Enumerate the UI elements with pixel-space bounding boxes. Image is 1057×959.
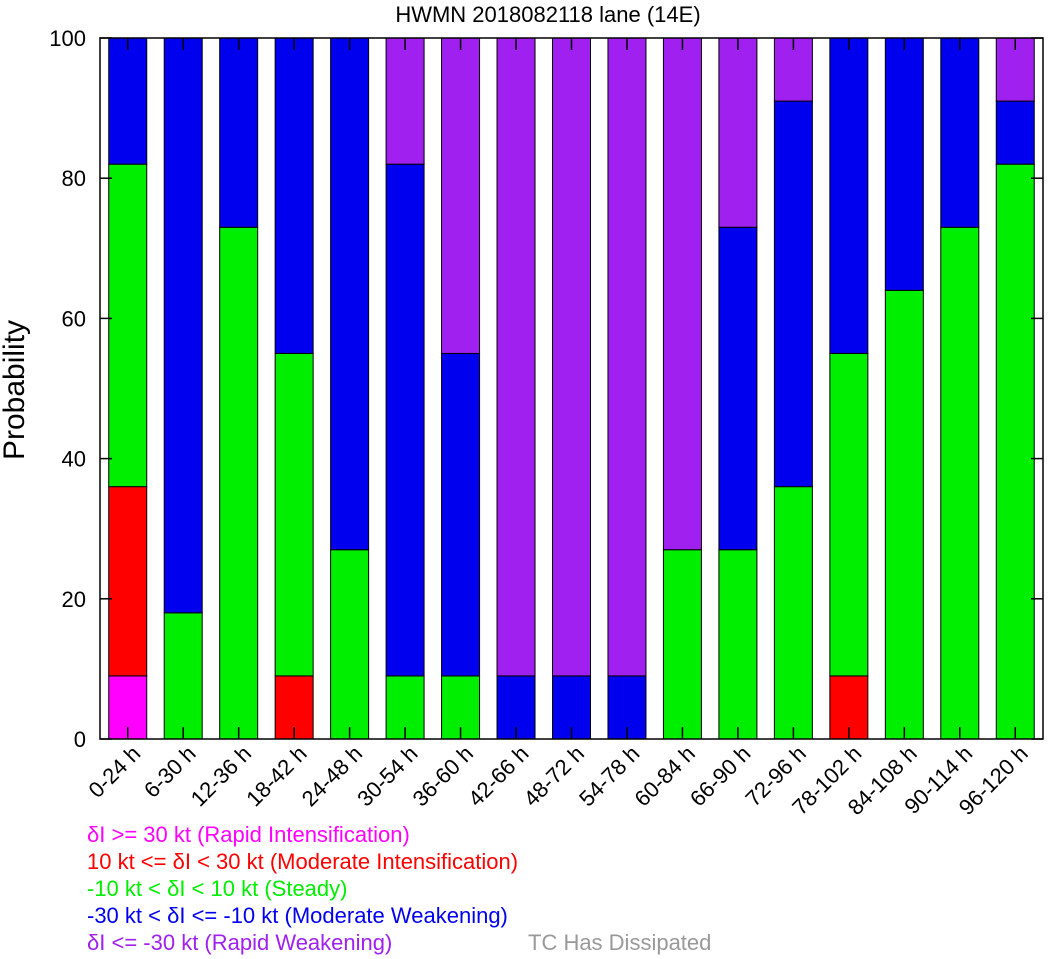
bar-segment-steady-15: [940, 226, 980, 740]
bar-segment-steady-12: [773, 486, 813, 740]
legend: δI >= 30 kt (Rapid Intensification) 10 k…: [87, 822, 711, 955]
bar-segment-rw-10: [662, 37, 702, 551]
bar-segment-steady-4: [330, 549, 370, 740]
x-tick-label: 12-36 h: [186, 741, 256, 811]
bar-segment-mw-0: [108, 37, 148, 165]
bar-segment-mw-11: [718, 226, 758, 551]
bar-segment-steady-14: [884, 289, 924, 740]
y-tick-label: 20: [62, 587, 86, 612]
bar-segment-rw-8: [552, 37, 591, 677]
bar-segment-mw-12: [773, 100, 813, 488]
bar-segment-steady-1: [163, 612, 203, 740]
x-tick-label: 0-24 h: [83, 741, 145, 803]
y-tick-label: 40: [62, 447, 86, 472]
legend-tc-dissipated: TC Has Dissipated: [528, 930, 711, 955]
bar-segment-mw-2: [219, 37, 259, 228]
bar-segment-rw-7: [496, 37, 536, 677]
y-tick-label: 80: [62, 166, 86, 191]
bar-segment-rw-6: [441, 37, 481, 354]
bar-segment-steady-0: [108, 163, 148, 488]
bar-segment-mw-3: [274, 37, 314, 354]
y-axis-label: Probability: [0, 320, 31, 460]
legend-rapid-weakening: δI <= -30 kt (Rapid Weakening): [87, 930, 392, 955]
legend-steady: -10 kt < δI < 10 kt (Steady): [87, 876, 347, 901]
x-tick-label: 36-60 h: [408, 741, 478, 811]
bar-segment-mw-1: [163, 37, 203, 614]
legend-moderate-weakening: -30 kt < δI <= -10 kt (Moderate Weakenin…: [87, 903, 508, 928]
x-tick-label: 30-54 h: [352, 741, 422, 811]
bar-segment-steady-13: [829, 352, 869, 677]
bar-segment-steady-16: [995, 163, 1035, 740]
bar-segment-rw-11: [718, 37, 758, 228]
bar-segment-mw-16: [995, 100, 1035, 165]
legend-moderate-intensification: 10 kt <= δI < 30 kt (Moderate Intensific…: [87, 849, 518, 874]
bar-segment-mw-4: [330, 37, 370, 551]
bars-layer: [108, 37, 1035, 740]
legend-rapid-intensification: δI >= 30 kt (Rapid Intensification): [87, 822, 410, 847]
bar-segment-mw-15: [940, 37, 980, 228]
bar-segment-mw-6: [441, 352, 481, 677]
x-tick-label: 18-42 h: [241, 741, 311, 811]
y-tick-label: 60: [62, 306, 86, 331]
x-tick-label: 66-90 h: [685, 741, 755, 811]
y-tick-label: 0: [74, 727, 86, 752]
x-tick-label: 60-84 h: [630, 741, 700, 811]
bar-segment-mi-0: [108, 486, 148, 677]
bar-segment-steady-3: [274, 352, 314, 677]
bar-segment-mw-5: [385, 163, 425, 677]
x-tick-label: 48-72 h: [519, 741, 589, 811]
bar-segment-mw-13: [829, 37, 869, 354]
bar-segment-rw-9: [607, 37, 647, 677]
y-tick-label: 100: [49, 26, 86, 51]
bar-segment-steady-11: [718, 549, 758, 740]
chart-title: HWMN 2018082118 lane (14E): [395, 2, 700, 27]
x-tick-label: 54-78 h: [574, 741, 644, 811]
x-tick-label: 42-66 h: [463, 741, 533, 811]
bar-segment-mw-14: [884, 37, 924, 291]
bar-segment-steady-2: [219, 226, 259, 740]
bar-segment-rw-5: [385, 37, 425, 165]
x-tick-label: 24-48 h: [297, 741, 367, 811]
bar-segment-steady-10: [662, 549, 702, 740]
